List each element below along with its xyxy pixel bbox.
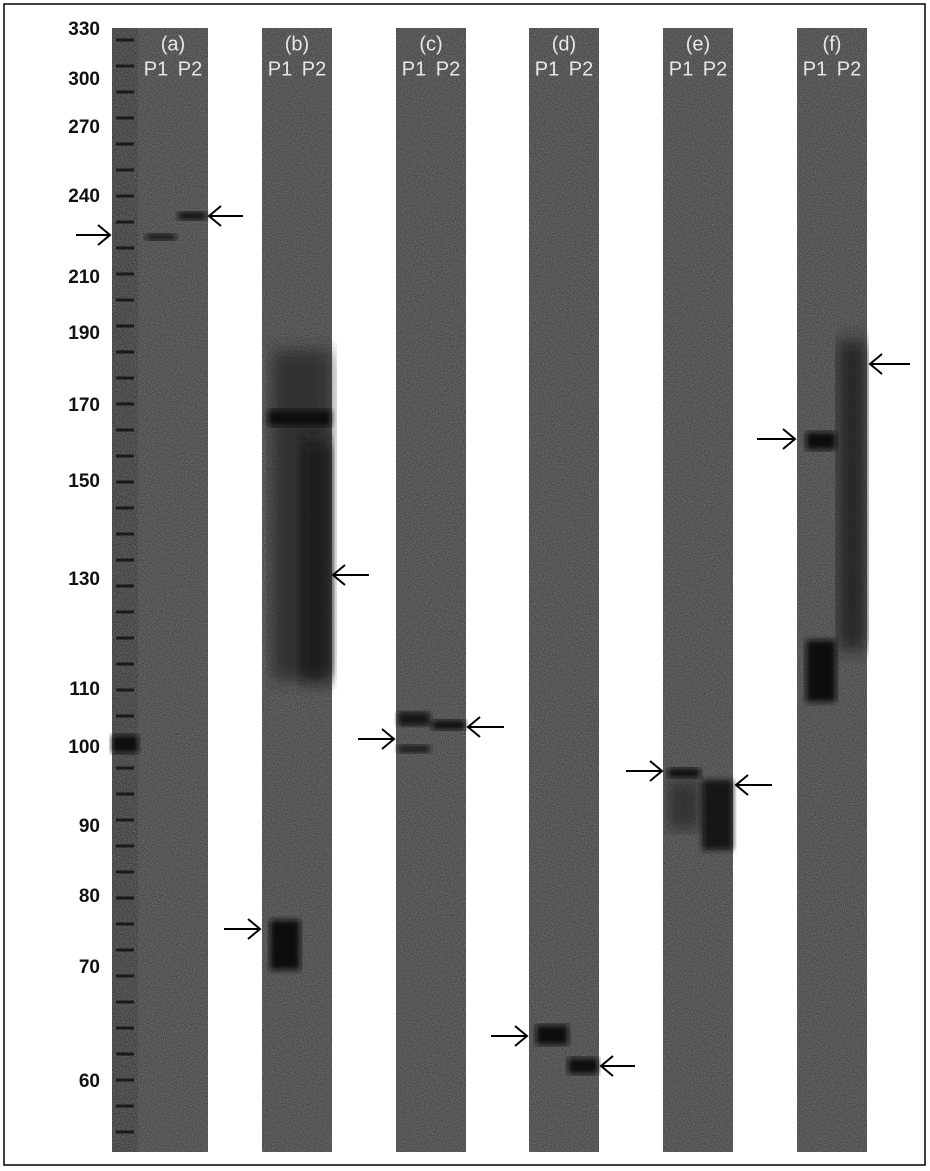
size-marker-label: 100 xyxy=(68,737,100,758)
size-marker-label: 210 xyxy=(68,267,100,288)
lane-label: (b) xyxy=(285,33,309,55)
pool-label: P2 xyxy=(302,58,326,80)
pool-label: P1 xyxy=(268,58,292,80)
pool-label: P1 xyxy=(669,58,693,80)
size-marker-label: 60 xyxy=(79,1071,100,1092)
gel-figure: 330 300 270 240 210 190 170 150 130 110 100 90 80 70 6… xyxy=(0,0,930,1171)
size-marker-label: 330 xyxy=(68,19,100,40)
gel-texture xyxy=(396,28,466,1152)
pool-label: P1 xyxy=(144,58,168,80)
gel-texture xyxy=(663,28,733,1152)
pool-label: P2 xyxy=(703,58,727,80)
size-marker-label: 300 xyxy=(68,69,100,90)
pool-label: P1 xyxy=(535,58,559,80)
lane-label: (e) xyxy=(686,33,710,55)
size-marker-label: 130 xyxy=(68,569,100,590)
pool-label: P2 xyxy=(837,58,861,80)
lane-label: (d) xyxy=(552,33,576,55)
pool-label: P1 xyxy=(803,58,827,80)
pool-label: P2 xyxy=(436,58,460,80)
gel-texture xyxy=(138,28,208,1152)
size-marker-label: 90 xyxy=(79,816,100,837)
size-marker-label: 110 xyxy=(69,679,100,700)
gel-texture xyxy=(529,28,599,1152)
pool-label: P1 xyxy=(402,58,426,80)
size-marker-label: 240 xyxy=(68,186,100,207)
lane-label: (f) xyxy=(823,33,842,55)
pool-label: P2 xyxy=(569,58,593,80)
size-marker-label: 150 xyxy=(68,471,100,492)
size-marker-label: 70 xyxy=(79,957,100,978)
size-marker-label: 80 xyxy=(79,886,100,907)
size-marker-label: 170 xyxy=(68,395,100,416)
lane-label: (a) xyxy=(161,33,185,55)
size-marker-label: 270 xyxy=(68,117,100,138)
pool-label: P2 xyxy=(178,58,202,80)
size-marker-label: 190 xyxy=(68,323,100,344)
lane-label: (c) xyxy=(419,33,442,55)
